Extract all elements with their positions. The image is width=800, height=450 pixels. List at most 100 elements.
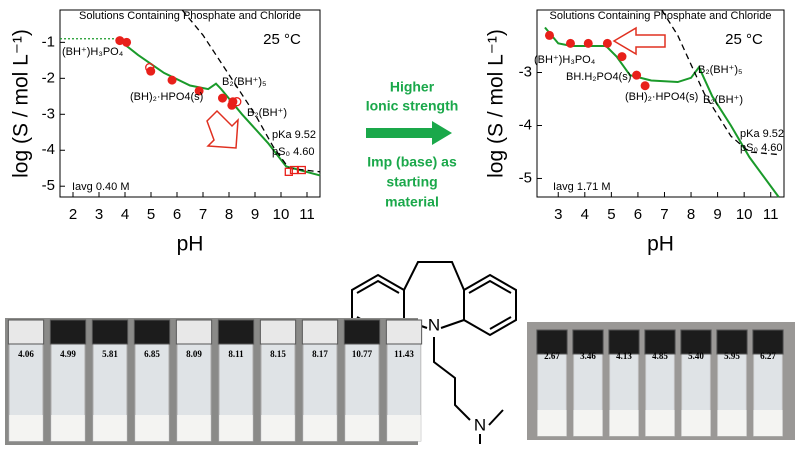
- precipitate: [9, 415, 43, 441]
- point: [145, 62, 155, 73]
- annotation: B₂(BH⁺): [703, 94, 743, 106]
- point: [617, 52, 627, 62]
- annotation: pKa 9.52: [272, 129, 316, 141]
- vial-label: 6.27: [760, 351, 776, 361]
- vial-cap: [536, 329, 568, 355]
- red-arrow: [206, 109, 239, 149]
- precipitate: [753, 410, 783, 436]
- vial-label: 6.85: [144, 349, 160, 359]
- point: [218, 93, 227, 103]
- vial-cap: [385, 319, 423, 345]
- vial-cap: [608, 329, 640, 355]
- precipitate: [645, 410, 675, 436]
- chart-title: Solutions Containing Phosphate and Chlor…: [550, 10, 772, 22]
- green-arrow: [366, 121, 452, 145]
- vial-label: 8.15: [270, 349, 286, 359]
- precipitate: [717, 410, 747, 436]
- annotation: (BH⁺)H₃PO₄: [62, 46, 124, 58]
- vial-label: 4.85: [652, 351, 668, 361]
- x-tick-label: 5: [147, 206, 155, 223]
- y-axis-title: log (S / mol L⁻¹): [485, 29, 508, 178]
- vial-cap: [217, 319, 255, 345]
- point: [602, 38, 612, 48]
- vial-label: 8.17: [312, 349, 328, 359]
- point: [232, 97, 242, 107]
- plot-frame: [59, 9, 321, 198]
- y-tick-label: -3: [519, 63, 532, 80]
- annotation: Iavg 0.40 M: [72, 181, 129, 193]
- middle-text: Ionic strength: [366, 98, 459, 114]
- annotation: B₂(BH⁺)₅: [222, 76, 266, 88]
- annotation: 25 °C: [263, 31, 301, 48]
- annotation: 25 °C: [725, 31, 763, 48]
- atom-label: N: [428, 315, 440, 334]
- precipitate: [219, 415, 253, 441]
- x-tick-label: 3: [554, 206, 562, 223]
- vial-cap: [259, 319, 297, 345]
- x-tick-label: 9: [251, 206, 259, 223]
- x-tick-label: 3: [95, 206, 103, 223]
- annotation: B₂(BH⁺): [247, 107, 287, 119]
- red-arrow: [612, 26, 666, 56]
- precipitate: [303, 415, 337, 441]
- middle-text: material: [385, 194, 439, 210]
- vial-cap: [680, 329, 712, 355]
- annotation: BH.H₂PO4(s): [566, 71, 631, 83]
- annotation: pS₀ 4.60: [272, 146, 315, 158]
- x-tick-label: 6: [634, 206, 642, 223]
- point: [122, 37, 132, 47]
- y-tick-label: -5: [42, 177, 55, 194]
- curve: [544, 26, 780, 198]
- vial-cap: [644, 329, 676, 355]
- chart-title: Solutions Containing Phosphate and Chlor…: [79, 10, 301, 22]
- vial-cap: [343, 319, 381, 345]
- middle-text: starting: [386, 174, 437, 190]
- y-tick-label: -4: [42, 141, 55, 158]
- precipitate: [135, 415, 169, 441]
- vial-label: 11.43: [394, 349, 414, 359]
- vial-label: 2.67: [544, 351, 560, 361]
- annotation: (BH)₂·HPO4(s): [130, 91, 203, 103]
- annotation: B₂(BH⁺)₅: [698, 64, 742, 76]
- x-tick-label: 8: [225, 206, 233, 223]
- point: [297, 165, 306, 175]
- x-tick-label: 9: [713, 206, 721, 223]
- x-tick-label: 5: [607, 206, 615, 223]
- precipitate: [51, 415, 85, 441]
- x-tick-label: 2: [69, 206, 77, 223]
- x-tick-label: 7: [660, 206, 668, 223]
- vial-label: 3.46: [580, 351, 596, 361]
- precipitate: [261, 415, 295, 441]
- vial-label: 5.81: [102, 349, 118, 359]
- point: [284, 167, 293, 176]
- x-tick-label: 6: [173, 206, 181, 223]
- middle-text: Higher: [390, 79, 435, 95]
- vial-cap: [49, 319, 87, 345]
- y-tick-label: -3: [42, 105, 55, 122]
- point: [289, 165, 299, 175]
- x-tick-label: 4: [581, 206, 589, 223]
- x-tick-label: 11: [299, 206, 315, 223]
- annotation: pS₀ 4.60: [740, 142, 783, 154]
- precipitate: [345, 415, 379, 441]
- point: [167, 75, 177, 85]
- x-axis-title: pH: [177, 233, 204, 256]
- middle-text: Imp (base) as: [367, 154, 457, 170]
- vial-label: 10.77: [352, 349, 373, 359]
- precipitate: [681, 410, 711, 436]
- atom-label: N: [474, 415, 486, 434]
- plot-frame: [536, 9, 785, 198]
- vial-cap: [91, 319, 129, 345]
- point: [640, 81, 650, 91]
- vial-label: 8.11: [228, 349, 244, 359]
- vial-cap: [301, 319, 339, 345]
- vial-cap: [716, 329, 748, 355]
- x-axis-title: pH: [647, 233, 674, 256]
- x-tick-label: 4: [121, 206, 129, 223]
- vial-cap: [572, 329, 604, 355]
- x-tick-label: 7: [199, 206, 207, 223]
- vial-cap: [175, 319, 213, 345]
- y-tick-label: -2: [42, 69, 55, 86]
- vial-label: 8.09: [186, 349, 202, 359]
